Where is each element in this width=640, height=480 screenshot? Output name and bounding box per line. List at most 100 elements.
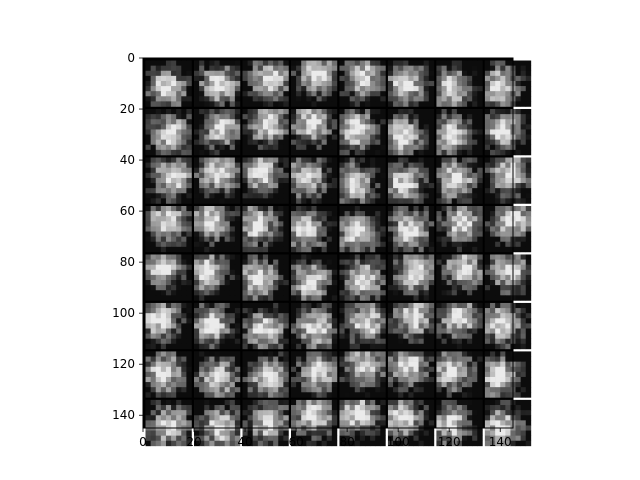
tile-pixel bbox=[316, 206, 322, 212]
tile-pixel bbox=[380, 80, 386, 87]
tile-pixel bbox=[316, 193, 322, 199]
tile-pixel bbox=[301, 280, 307, 286]
tile-pixel bbox=[326, 139, 333, 146]
tile-pixel bbox=[296, 323, 302, 329]
tile-pixel bbox=[150, 387, 157, 393]
tile-pixel bbox=[484, 96, 491, 102]
tile-pixel bbox=[194, 198, 200, 204]
tile-pixel bbox=[321, 188, 328, 194]
tile-pixel bbox=[354, 295, 361, 301]
tile-pixel bbox=[413, 91, 419, 97]
tile-pixel bbox=[484, 144, 491, 151]
tile-pixel bbox=[209, 323, 215, 329]
tile-pixel bbox=[423, 236, 430, 243]
tile-pixel bbox=[380, 65, 386, 72]
tile-pixel bbox=[359, 139, 366, 146]
tile-pixel bbox=[219, 430, 225, 436]
tile-pixel bbox=[273, 70, 279, 77]
tile-pixel bbox=[490, 356, 496, 362]
tile-pixel bbox=[291, 167, 297, 174]
tile-pixel bbox=[316, 134, 322, 140]
tile-pixel bbox=[375, 399, 381, 406]
tile-pixel bbox=[365, 308, 371, 314]
tile-pixel bbox=[262, 193, 269, 199]
tile-pixel bbox=[520, 333, 527, 339]
tile-pixel bbox=[375, 86, 381, 92]
tile-pixel bbox=[451, 221, 458, 227]
tile-pixel bbox=[155, 96, 162, 102]
tile-pixel bbox=[321, 338, 328, 345]
image-tiles bbox=[145, 60, 532, 447]
tile-pixel bbox=[418, 241, 424, 248]
tile-pixel bbox=[150, 430, 157, 436]
tile-pixel bbox=[242, 124, 248, 130]
tile-pixel bbox=[209, 144, 215, 151]
tile-pixel bbox=[242, 114, 248, 120]
tile-pixel bbox=[398, 198, 404, 204]
tile-pixel bbox=[306, 382, 312, 388]
tile-pixel bbox=[155, 356, 162, 362]
tile-pixel bbox=[268, 221, 274, 227]
tile-pixel bbox=[209, 430, 215, 436]
tile-pixel bbox=[393, 361, 399, 368]
tile-pixel bbox=[224, 371, 231, 378]
tile-pixel bbox=[219, 343, 225, 350]
tile-pixel bbox=[387, 371, 394, 378]
tile-pixel bbox=[339, 119, 345, 125]
tile-pixel bbox=[375, 323, 381, 329]
tile-pixel bbox=[451, 206, 458, 212]
tile-pixel bbox=[160, 323, 167, 329]
tile-pixel bbox=[403, 226, 409, 232]
tile-pixel bbox=[204, 392, 210, 398]
tile-pixel bbox=[252, 231, 259, 237]
tile-pixel bbox=[472, 206, 478, 212]
tile-pixel bbox=[520, 295, 527, 301]
tile-pixel bbox=[467, 75, 473, 82]
tile-pixel bbox=[484, 114, 491, 120]
tile-pixel bbox=[380, 351, 386, 357]
tile-pixel bbox=[150, 216, 157, 222]
tile-pixel bbox=[247, 313, 254, 319]
tile-pixel bbox=[344, 91, 350, 97]
tile-pixel bbox=[145, 318, 151, 324]
tile-pixel bbox=[316, 254, 322, 260]
tile-pixel bbox=[451, 382, 458, 388]
tile-pixel bbox=[456, 259, 463, 265]
tile-pixel bbox=[520, 328, 527, 334]
tile-pixel bbox=[423, 211, 430, 217]
tile-pixel bbox=[273, 139, 279, 146]
tile-pixel bbox=[209, 60, 215, 66]
tile-pixel bbox=[219, 183, 225, 189]
tile-pixel bbox=[500, 211, 506, 217]
tile-pixel bbox=[495, 376, 501, 383]
tile-pixel bbox=[296, 221, 302, 227]
tile-pixel bbox=[467, 172, 473, 179]
tile-pixel bbox=[380, 328, 386, 334]
tile-pixel bbox=[306, 440, 312, 447]
tile-pixel bbox=[150, 318, 157, 324]
tile-pixel bbox=[278, 246, 284, 253]
tile-pixel bbox=[176, 188, 182, 194]
tile-pixel bbox=[224, 405, 231, 411]
tile-pixel bbox=[393, 313, 399, 319]
tile-pixel bbox=[199, 399, 205, 406]
tile-pixel bbox=[418, 206, 424, 212]
tile-pixel bbox=[296, 80, 302, 87]
tile-pixel bbox=[505, 144, 511, 151]
tile-pixel bbox=[428, 80, 435, 87]
tile-pixel bbox=[408, 75, 414, 82]
tile-pixel bbox=[321, 440, 328, 447]
tile-pixel bbox=[204, 440, 210, 447]
tile-pixel bbox=[252, 392, 259, 398]
tile-pixel bbox=[219, 60, 225, 66]
tile-pixel bbox=[209, 109, 215, 115]
tile-pixel bbox=[331, 376, 338, 383]
tile-pixel bbox=[515, 198, 521, 204]
tile-pixel bbox=[331, 167, 338, 174]
tile-pixel bbox=[380, 254, 386, 260]
tile-pixel bbox=[428, 188, 435, 194]
tile-pixel bbox=[306, 177, 312, 184]
tile-pixel bbox=[451, 308, 458, 314]
tile-pixel bbox=[520, 382, 527, 388]
tile-pixel bbox=[436, 254, 442, 260]
